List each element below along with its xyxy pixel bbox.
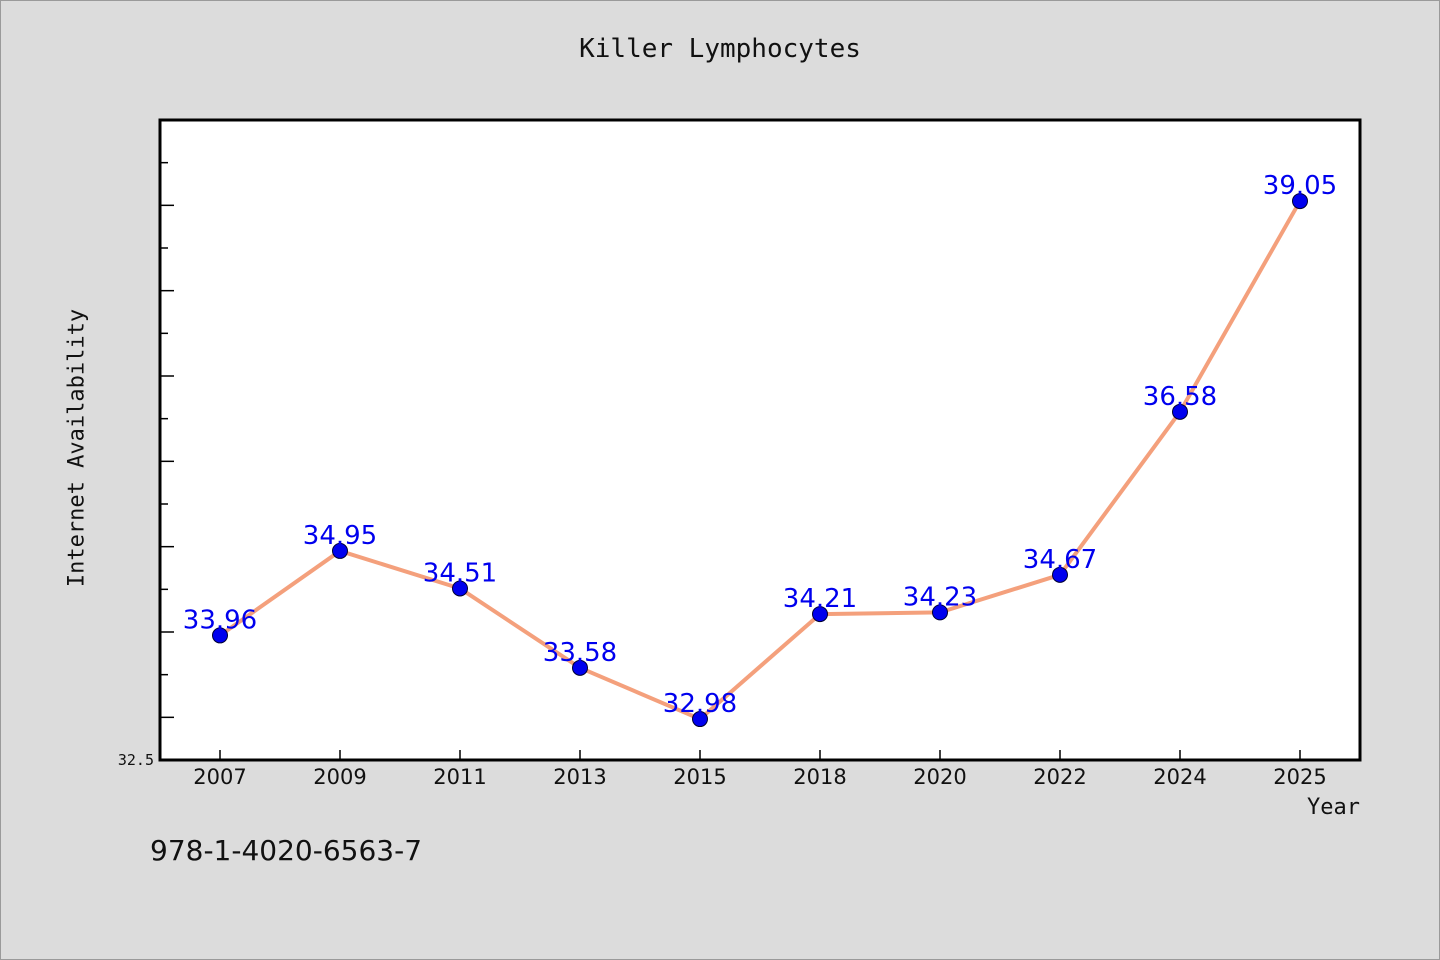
y-ticks: 32.5 <box>118 119 174 769</box>
data-point <box>1052 566 1068 583</box>
data-label: 33.96 <box>183 605 257 635</box>
isbn-footnote: 978-1-4020-6563-7 <box>150 834 423 867</box>
series-line <box>218 199 1302 722</box>
data-point <box>932 604 948 621</box>
data-label: 34.23 <box>903 582 977 612</box>
data-label: 34.95 <box>303 521 377 551</box>
chart-title: Killer Lymphocytes <box>579 34 861 64</box>
data-label: 34.21 <box>783 584 857 614</box>
x-tick-label: 2024 <box>1153 765 1206 789</box>
data-point <box>452 580 468 597</box>
data-point <box>812 606 828 623</box>
x-tick-label: 2018 <box>793 765 846 789</box>
x-tick-label: 2013 <box>553 765 606 789</box>
x-tick-label: 2022 <box>1033 765 1086 789</box>
data-point <box>332 542 348 559</box>
data-point <box>692 711 708 728</box>
data-label: 36.58 <box>1143 382 1217 412</box>
x-tick-label: 2007 <box>193 765 246 789</box>
series-group: 33.96 34.95 34.51 33.58 32.98 34.21 34.23 34.67… <box>183 171 1337 728</box>
data-point <box>572 659 588 676</box>
data-point <box>212 627 228 644</box>
x-tick-label: 2015 <box>673 765 726 789</box>
x-ticks: 2007 2009 2011 2013 2015 2018 2020 2022 2024 2025 <box>193 750 1327 789</box>
x-tick-label: 2020 <box>913 765 966 789</box>
data-label: 34.67 <box>1023 545 1097 575</box>
data-point <box>1172 403 1188 420</box>
data-label: 34.51 <box>423 558 497 588</box>
x-axis-label: Year <box>1307 795 1360 820</box>
x-tick-label: 2009 <box>313 765 366 789</box>
x-tick-label: 2011 <box>433 765 486 789</box>
data-label: 39.05 <box>1263 171 1337 201</box>
x-tick-label: 2025 <box>1273 765 1326 789</box>
data-label: 32.98 <box>663 689 737 719</box>
data-label: 33.58 <box>543 638 617 668</box>
data-point <box>1292 193 1308 210</box>
y-tick-label: 32.5 <box>118 751 154 769</box>
